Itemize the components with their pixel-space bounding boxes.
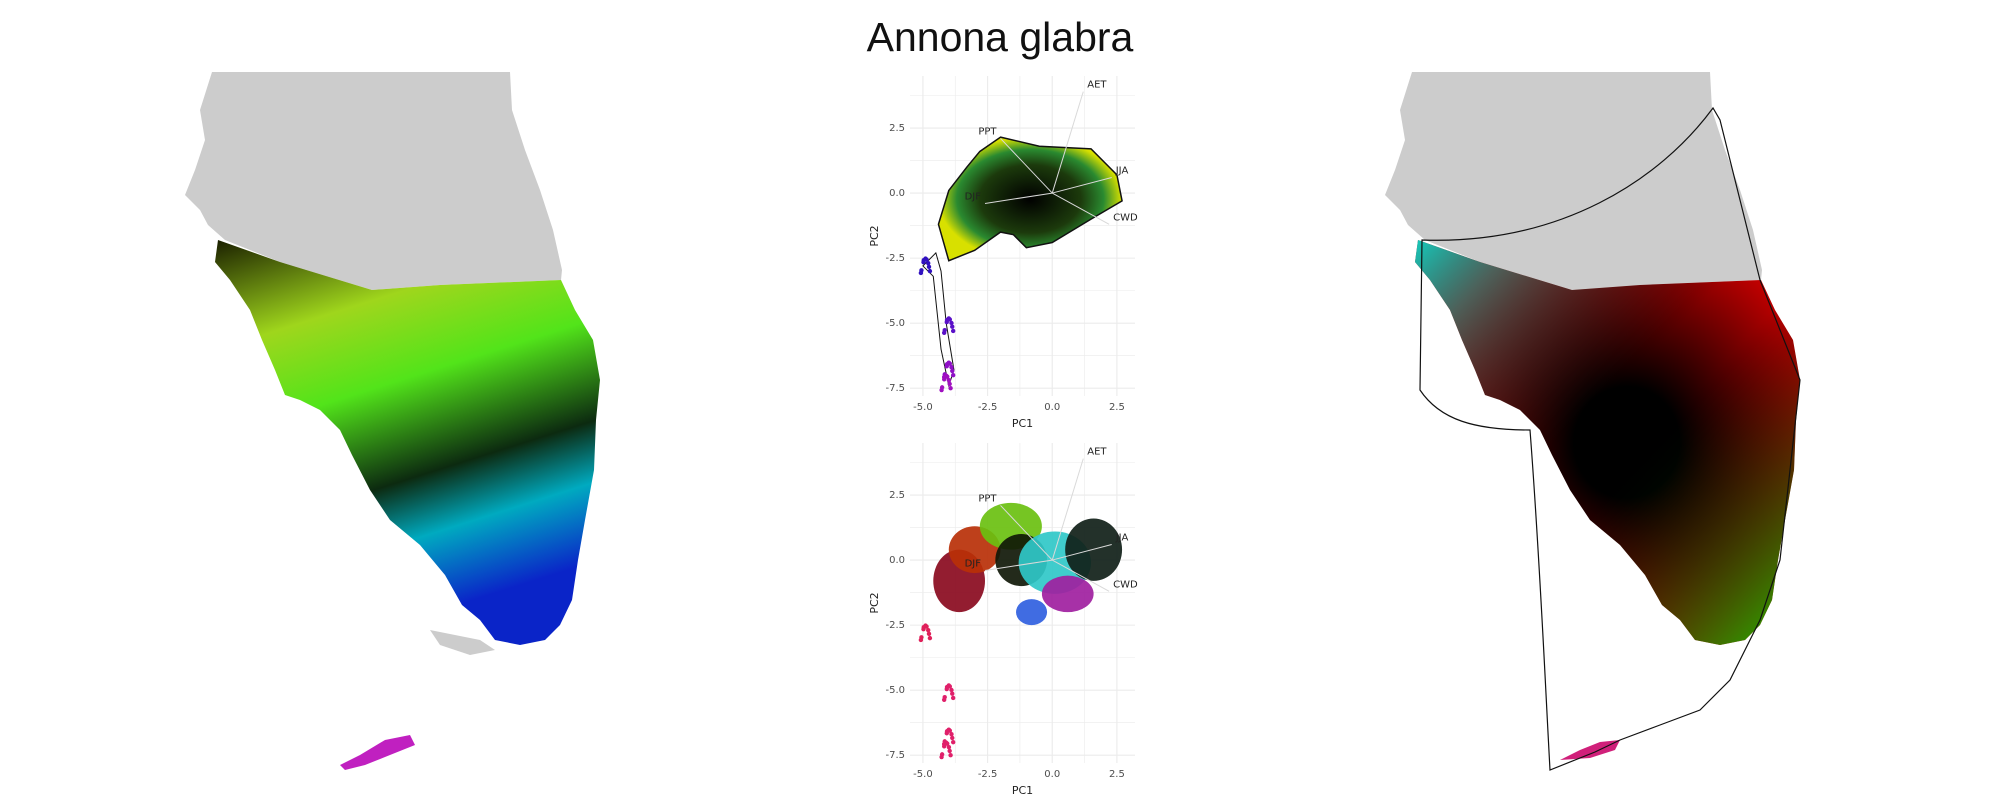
data-point xyxy=(950,691,955,696)
data-point xyxy=(950,328,956,334)
pca-plot-bottom: AET PPT JJA CWD DJF -5.0 -2.5 0.0 2.5 2.5 0.0 -2.5 -… xyxy=(868,443,1138,797)
left-map-range xyxy=(215,240,600,645)
y-tick-label: -5.0 xyxy=(885,318,905,329)
x-axis-title: PC1 xyxy=(1012,417,1033,430)
loading-vector xyxy=(1052,192,1110,225)
data-point xyxy=(944,364,949,369)
data-point xyxy=(948,752,953,758)
y-tick-label: 2.5 xyxy=(889,490,905,501)
y-axis-title: PC2 xyxy=(868,225,881,246)
loading-vector xyxy=(1052,176,1112,194)
x-tick-label: -2.5 xyxy=(978,402,998,413)
data-point xyxy=(949,320,954,326)
data-point xyxy=(950,372,956,378)
data-point xyxy=(948,385,953,391)
vector-label: DJF xyxy=(965,558,982,569)
vector-label: AET xyxy=(1087,447,1107,458)
page-title: Annona glabra xyxy=(866,14,1134,60)
left-map-keys-tip xyxy=(430,630,495,655)
y-tick-label: 0.0 xyxy=(889,555,905,566)
y-axis-title: PC2 xyxy=(868,592,881,613)
vector-label: JJA xyxy=(1115,532,1129,543)
vector-label: AET xyxy=(1087,80,1107,91)
data-point xyxy=(946,378,952,383)
data-point xyxy=(950,324,955,329)
data-point xyxy=(944,731,949,736)
right-map-hull-outline xyxy=(1419,106,1801,771)
data-point xyxy=(949,732,954,737)
data-point xyxy=(939,385,945,390)
data-point xyxy=(949,687,954,693)
left-map-keys xyxy=(340,735,415,770)
data-point xyxy=(927,635,933,641)
data-point xyxy=(926,631,932,637)
vector-label: DJF xyxy=(965,191,982,202)
loading-vector xyxy=(1052,559,1110,592)
point-cloud xyxy=(1041,575,1094,613)
loading-vector xyxy=(984,192,1053,204)
data-point xyxy=(942,327,947,333)
pca-plot-top: AET PPT JJA CWD DJF -5.0 -2.5 0.0 2.5 2.5 0.0 -2.5 -… xyxy=(868,76,1138,430)
north-florida-land xyxy=(185,72,562,290)
hull-polygon xyxy=(937,136,1123,262)
x-tick-label: -2.5 xyxy=(978,769,998,780)
vector-label: PPT xyxy=(978,493,997,504)
x-tick-label: 0.0 xyxy=(1044,769,1060,780)
x-tick-label: 2.5 xyxy=(1109,769,1125,780)
data-point xyxy=(942,694,947,700)
y-tick-label: 2.5 xyxy=(889,123,905,134)
x-tick-label: 0.0 xyxy=(1044,402,1060,413)
data-point xyxy=(926,627,931,633)
data-point xyxy=(944,686,949,692)
loading-vector xyxy=(1000,505,1053,561)
x-tick-label: -5.0 xyxy=(913,769,933,780)
data-point xyxy=(946,745,952,750)
loading-vector xyxy=(1051,91,1084,194)
y-tick-label: -7.5 xyxy=(885,750,905,761)
loading-vector xyxy=(1052,543,1112,561)
data-point xyxy=(947,381,952,387)
loading-vector xyxy=(1000,138,1053,194)
x-tick-label: 2.5 xyxy=(1109,402,1125,413)
data-point xyxy=(921,626,926,632)
north-florida-land-right xyxy=(1385,72,1762,290)
vector-label: PPT xyxy=(978,126,997,137)
data-point xyxy=(947,748,952,754)
point-cloud xyxy=(1016,599,1048,626)
vector-label: CWD xyxy=(1113,212,1138,223)
data-point xyxy=(919,635,924,640)
data-point xyxy=(949,365,954,370)
data-point xyxy=(950,735,955,741)
left-map-panel xyxy=(185,72,600,770)
vector-label: CWD xyxy=(1113,579,1138,590)
data-point xyxy=(921,259,926,265)
y-tick-label: -2.5 xyxy=(885,620,905,631)
y-tick-label: -7.5 xyxy=(885,383,905,394)
data-point xyxy=(944,319,949,325)
data-point xyxy=(939,752,945,757)
y-tick-label: -2.5 xyxy=(885,253,905,264)
y-tick-label: -5.0 xyxy=(885,685,905,696)
data-point xyxy=(950,368,955,374)
y-tick-label: 0.0 xyxy=(889,188,905,199)
right-map-panel xyxy=(1385,72,1801,771)
data-point xyxy=(950,695,956,701)
loading-vector xyxy=(984,559,1053,571)
right-map-range-overlay xyxy=(1415,240,1800,645)
x-axis-title: PC1 xyxy=(1012,784,1033,797)
vector-label: JJA xyxy=(1115,165,1129,176)
loading-vector xyxy=(1051,458,1084,561)
data-point xyxy=(941,744,947,749)
x-tick-label: -5.0 xyxy=(913,402,933,413)
data-point xyxy=(919,268,924,273)
data-point xyxy=(941,377,947,382)
data-point xyxy=(927,268,933,274)
data-point xyxy=(926,260,931,266)
data-point xyxy=(950,739,956,745)
data-point xyxy=(926,264,932,270)
right-map-keys xyxy=(1560,740,1620,760)
